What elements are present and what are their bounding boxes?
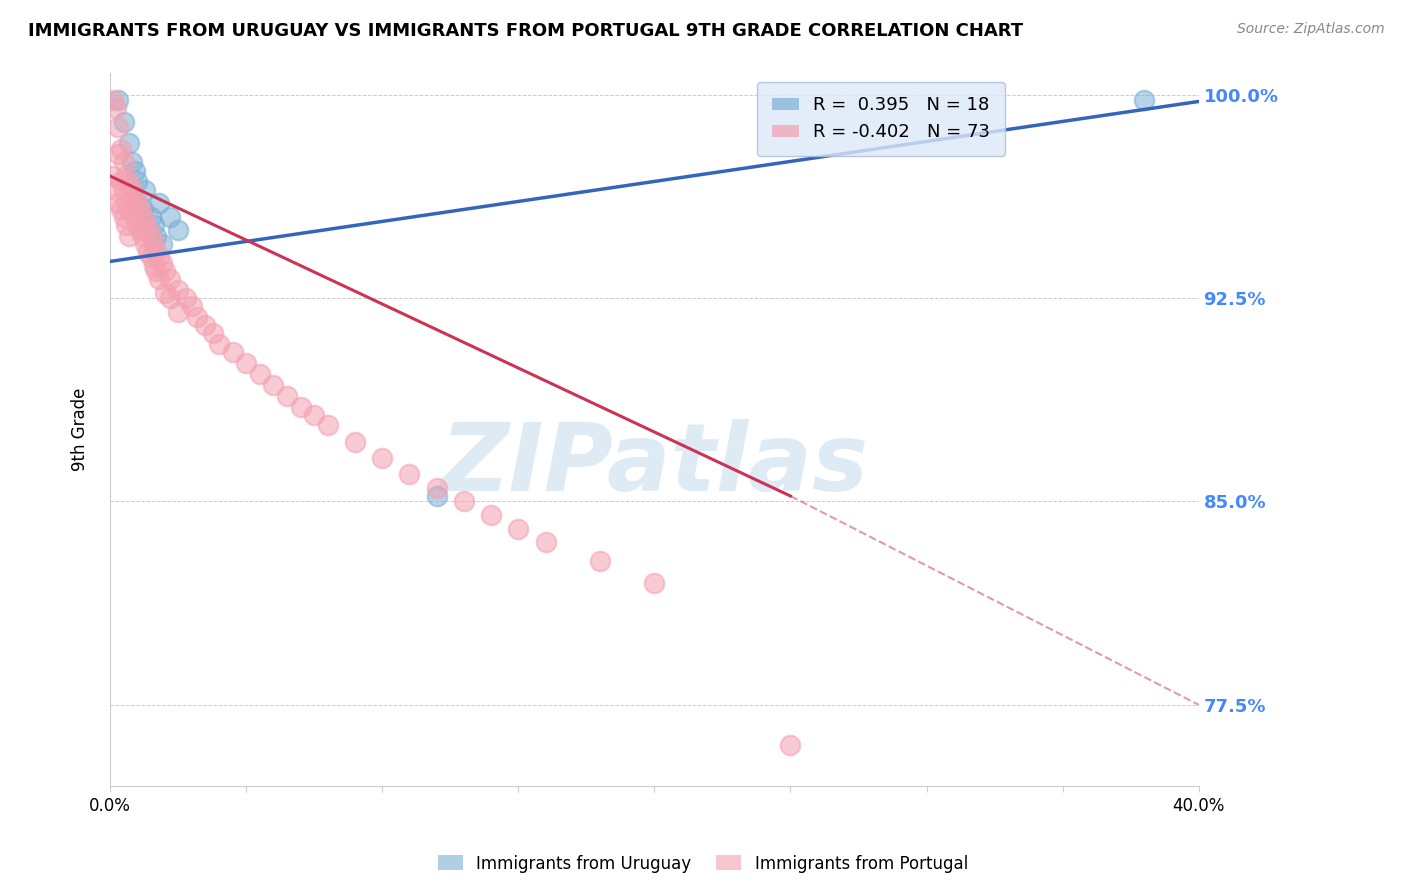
Point <box>148 272 170 286</box>
Point <box>134 236 156 251</box>
Text: Source: ZipAtlas.com: Source: ZipAtlas.com <box>1237 22 1385 37</box>
Point <box>186 310 208 324</box>
Point <box>150 236 173 251</box>
Point <box>150 256 173 270</box>
Point <box>112 155 135 169</box>
Point <box>132 228 155 243</box>
Point <box>235 356 257 370</box>
Point <box>118 202 141 216</box>
Point <box>115 218 138 232</box>
Point <box>107 93 129 107</box>
Point <box>124 191 146 205</box>
Point <box>110 202 132 216</box>
Point <box>249 367 271 381</box>
Point <box>107 196 129 211</box>
Point <box>145 228 167 243</box>
Point <box>104 183 127 197</box>
Point <box>129 223 152 237</box>
Point <box>153 264 176 278</box>
Point <box>159 272 181 286</box>
Point <box>115 196 138 211</box>
Point <box>118 177 141 191</box>
Point <box>124 210 146 224</box>
Legend: Immigrants from Uruguay, Immigrants from Portugal: Immigrants from Uruguay, Immigrants from… <box>432 848 974 880</box>
Point <box>398 467 420 482</box>
Point <box>453 494 475 508</box>
Y-axis label: 9th Grade: 9th Grade <box>72 388 89 471</box>
Point <box>167 304 190 318</box>
Point <box>121 204 143 219</box>
Point <box>208 337 231 351</box>
Point <box>112 210 135 224</box>
Point <box>1133 93 1156 107</box>
Point <box>121 183 143 197</box>
Point <box>127 196 149 211</box>
Point <box>589 554 612 568</box>
Point <box>110 174 132 188</box>
Point <box>132 210 155 224</box>
Text: IMMIGRANTS FROM URUGUAY VS IMMIGRANTS FROM PORTUGAL 9TH GRADE CORRELATION CHART: IMMIGRANTS FROM URUGUAY VS IMMIGRANTS FR… <box>28 22 1024 40</box>
Point <box>371 450 394 465</box>
Point <box>101 93 124 107</box>
Point <box>127 174 149 188</box>
Point <box>479 508 502 522</box>
Point <box>110 142 132 156</box>
Point <box>145 244 167 259</box>
Point <box>153 285 176 300</box>
Point <box>159 210 181 224</box>
Point <box>221 345 243 359</box>
Point <box>118 136 141 151</box>
Point <box>107 120 129 135</box>
Point <box>779 739 801 753</box>
Point <box>139 251 162 265</box>
Point <box>136 244 159 259</box>
Point <box>118 228 141 243</box>
Point <box>534 535 557 549</box>
Point <box>142 236 165 251</box>
Point <box>145 264 167 278</box>
Point <box>202 326 225 341</box>
Point <box>129 202 152 216</box>
Point <box>132 202 155 216</box>
Point <box>127 218 149 232</box>
Point <box>426 489 449 503</box>
Point <box>142 259 165 273</box>
Point <box>316 418 339 433</box>
Point <box>139 210 162 224</box>
Point <box>112 115 135 129</box>
Point <box>101 169 124 183</box>
Point <box>180 299 202 313</box>
Point <box>276 389 298 403</box>
Point <box>148 251 170 265</box>
Point <box>167 223 190 237</box>
Point <box>136 223 159 237</box>
Point <box>127 196 149 211</box>
Point <box>262 377 284 392</box>
Point <box>107 147 129 161</box>
Point <box>121 155 143 169</box>
Point <box>167 283 190 297</box>
Point <box>104 101 127 115</box>
Point <box>343 434 366 449</box>
Legend: R =  0.395   N = 18, R = -0.402   N = 73: R = 0.395 N = 18, R = -0.402 N = 73 <box>758 82 1004 156</box>
Point <box>302 408 325 422</box>
Point <box>159 291 181 305</box>
Point <box>148 196 170 211</box>
Point <box>142 218 165 232</box>
Point <box>643 575 665 590</box>
Point <box>124 163 146 178</box>
Point <box>115 169 138 183</box>
Point <box>112 183 135 197</box>
Point <box>194 318 217 333</box>
Point <box>290 400 312 414</box>
Point <box>134 215 156 229</box>
Point <box>508 522 530 536</box>
Point <box>174 291 197 305</box>
Point <box>134 183 156 197</box>
Point <box>139 228 162 243</box>
Point <box>426 481 449 495</box>
Text: ZIPatlas: ZIPatlas <box>440 419 869 511</box>
